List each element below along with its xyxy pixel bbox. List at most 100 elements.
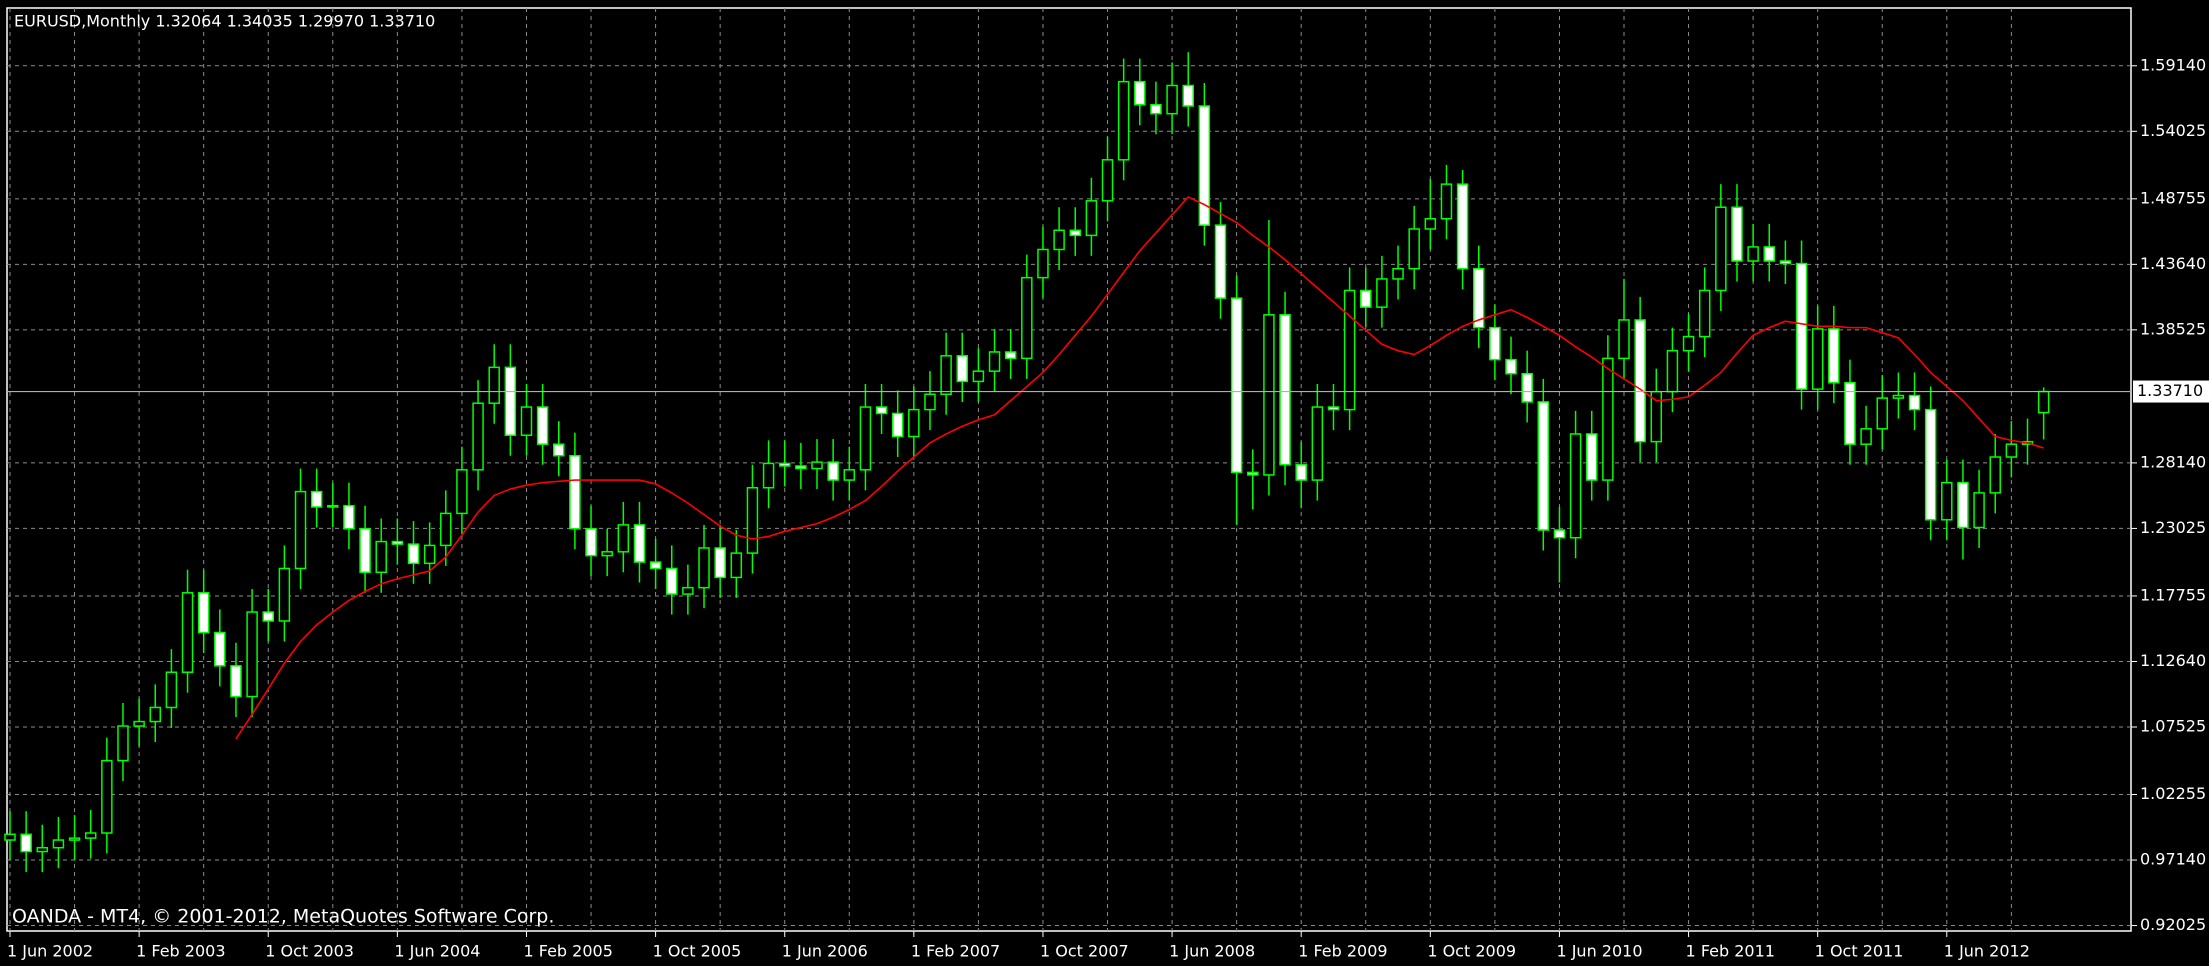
x-tick-label: 1 Jun 2002 (7, 942, 93, 961)
grid (7, 8, 2131, 931)
x-tick-label: 1 Oct 2003 (265, 942, 354, 961)
candle-body (891, 412, 904, 438)
x-tick-label: 1 Feb 2005 (523, 942, 612, 961)
candle-body (988, 351, 1001, 372)
candle-body (1295, 463, 1307, 481)
candle-body (1795, 262, 1808, 390)
candle-body (1908, 394, 1921, 411)
candle-body (875, 406, 888, 415)
candle-body (391, 540, 404, 545)
candle-body (246, 611, 258, 698)
x-tick-label: 1 Feb 2009 (1298, 942, 1387, 961)
candle-body (1666, 349, 1679, 393)
candle-body (1682, 335, 1695, 352)
candle-body (2037, 390, 2050, 414)
candle-body (859, 406, 872, 471)
candle-body (682, 586, 694, 595)
candle-body (52, 839, 65, 849)
candle-body (1585, 433, 1598, 481)
candle-body (1747, 246, 1759, 262)
candle-body (1037, 248, 1049, 279)
candle-body (1472, 267, 1485, 329)
candle-body (1779, 260, 1792, 265)
candle-body (1860, 428, 1872, 445)
candle-body (972, 370, 985, 383)
candle-body (1198, 105, 1211, 226)
candle-body (811, 461, 823, 470)
candle-body (4, 833, 16, 841)
candle-body (343, 504, 355, 530)
candle-body (101, 759, 113, 834)
x-tick-label: 1 Feb 2007 (911, 942, 1000, 961)
candle-body (1424, 217, 1437, 230)
candle-body (924, 393, 936, 411)
y-tick-label: 1.02255 (2140, 784, 2206, 803)
candle-body (1376, 278, 1388, 308)
candle-body (456, 469, 468, 515)
candle-body (1505, 358, 1517, 375)
x-tick-label: 1 Oct 2011 (1815, 942, 1904, 961)
y-tick-label: 1.28140 (2140, 452, 2206, 471)
candle-body (472, 402, 484, 471)
candle-body (698, 547, 710, 589)
candle-body (843, 469, 856, 481)
candle-body (149, 706, 162, 723)
candle-body (730, 552, 743, 579)
candle-body (1924, 408, 1937, 521)
candle-body (133, 720, 145, 727)
candle-body (1537, 401, 1550, 531)
candle-body (1844, 381, 1856, 445)
candle-body (2005, 443, 2018, 458)
x-tick-label: 1 Jun 2004 (394, 942, 480, 961)
x-tick-label: 1 Jun 2010 (1556, 942, 1642, 961)
candle-body (1489, 326, 1501, 361)
y-tick-label: 1.23025 (2140, 518, 2206, 537)
candle-body (827, 461, 839, 481)
x-tick-label: 1 Feb 2011 (1686, 942, 1775, 961)
candle-body (359, 527, 371, 574)
candle-body (1957, 481, 1969, 529)
candle-body (1311, 406, 1324, 481)
candle-body (908, 408, 920, 438)
candle-body (36, 846, 49, 853)
candle-body (1150, 103, 1162, 115)
candle-body (1650, 390, 1663, 443)
candle-body (488, 366, 500, 404)
candle-body (1360, 289, 1372, 308)
candle-body (617, 524, 630, 553)
x-tick-label: 1 Jun 2006 (782, 942, 868, 961)
candle-body (1085, 200, 1098, 237)
candle-body (1021, 276, 1033, 360)
candle-body (714, 547, 726, 579)
candle-body (1569, 433, 1582, 539)
candle-body (1828, 328, 1840, 384)
candle-body (1876, 397, 1888, 430)
candle-body (1602, 357, 1614, 481)
candle-body (1069, 229, 1081, 237)
y-tick-label: 1.12640 (2140, 651, 2206, 670)
y-tick-label: 1.17755 (2140, 585, 2206, 604)
candle-body (665, 567, 678, 595)
y-tick-label: 0.97140 (2140, 850, 2206, 869)
candle-body (1182, 84, 1194, 107)
candle-body (520, 406, 533, 436)
chart-title: EURUSD,Monthly 1.32064 1.34035 1.29970 1… (14, 12, 435, 31)
plot-frame (6, 7, 2132, 932)
candle-body (504, 366, 517, 436)
candle-body (536, 406, 549, 445)
candle-body (1456, 183, 1469, 270)
x-tick-label: 1 Jun 2008 (1169, 942, 1255, 961)
candle-body (262, 611, 274, 622)
candle-body (1263, 314, 1275, 476)
candle-body (1731, 206, 1743, 262)
candle-body (1166, 84, 1178, 115)
candle-body (649, 561, 662, 570)
candle-body (633, 524, 646, 563)
price-label: 1.33710 (2137, 381, 2203, 400)
candle-body (294, 490, 307, 570)
candle-body (230, 665, 242, 698)
candle-body (1247, 471, 1259, 476)
y-tick-label: 1.59140 (2140, 55, 2206, 74)
candle-body (1343, 289, 1356, 411)
candle-body (1553, 529, 1566, 539)
